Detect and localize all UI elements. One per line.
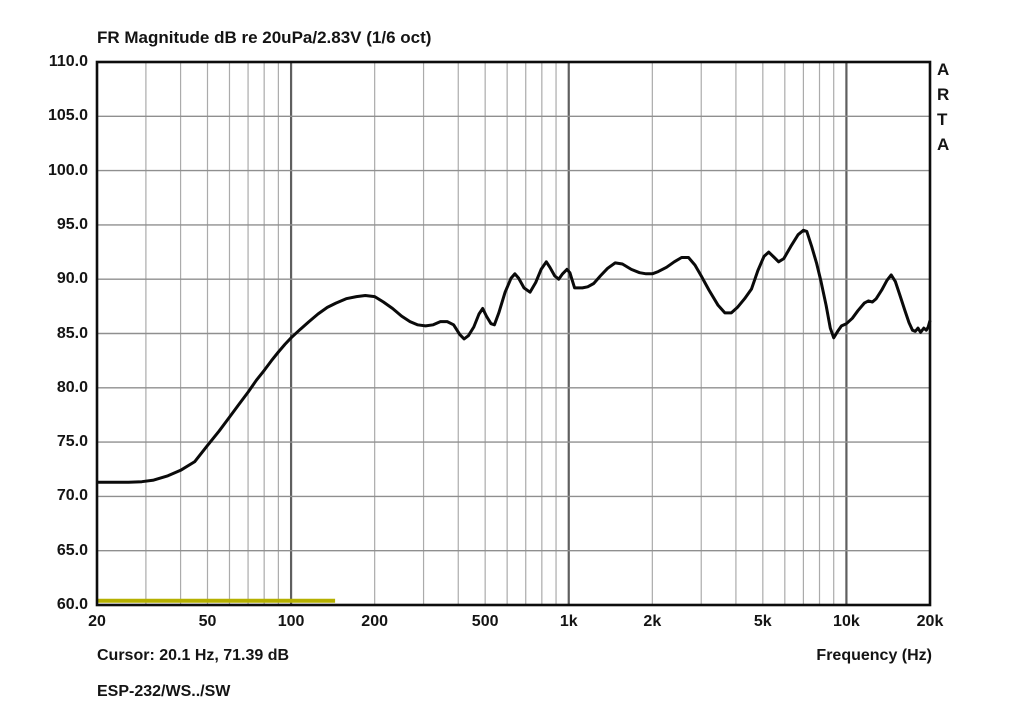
arta-watermark-letter: R bbox=[937, 85, 950, 104]
x-tick-label: 100 bbox=[277, 613, 305, 630]
signal-label: ESP-232/WS../SW bbox=[97, 683, 231, 700]
y-tick-label: 80.0 bbox=[56, 378, 88, 396]
y-tick-label: 110.0 bbox=[48, 53, 88, 70]
arta-watermark-letter: A bbox=[937, 60, 950, 79]
y-tick-label: 70.0 bbox=[56, 487, 88, 505]
y-tick-label: 65.0 bbox=[56, 541, 88, 559]
x-tick-label: 500 bbox=[471, 613, 499, 630]
arta-watermark-letter: A bbox=[937, 135, 950, 154]
x-tick-label: 20 bbox=[88, 613, 106, 630]
y-tick-label: 100.0 bbox=[47, 161, 88, 179]
chart-title: FR Magnitude dB re 20uPa/2.83V (1/6 oct) bbox=[97, 28, 432, 47]
x-axis-label: Frequency (Hz) bbox=[816, 647, 932, 664]
x-tick-label: 200 bbox=[361, 613, 388, 630]
plot-border bbox=[95, 60, 932, 607]
y-tick-label: 60.0 bbox=[56, 596, 88, 613]
x-tick-label: 5k bbox=[753, 613, 772, 630]
y-tick-label: 95.0 bbox=[56, 215, 88, 233]
x-tick-label: 2k bbox=[643, 613, 662, 630]
x-tick-label: 50 bbox=[198, 613, 217, 630]
x-tick-label: 1k bbox=[559, 613, 578, 630]
y-tick-label: 85.0 bbox=[56, 324, 88, 342]
x-tick-label: 20k bbox=[916, 613, 944, 630]
magnitude-response-curve bbox=[97, 228, 932, 484]
cursor-readout: Cursor: 20.1 Hz, 71.39 dB bbox=[97, 647, 290, 664]
y-tick-label: 105.0 bbox=[47, 107, 88, 125]
y-tick-label: 90.0 bbox=[56, 270, 88, 288]
y-tick-label: 75.0 bbox=[56, 433, 88, 451]
arta-watermark-letter: T bbox=[937, 110, 948, 129]
x-tick-label: 10k bbox=[833, 613, 860, 630]
